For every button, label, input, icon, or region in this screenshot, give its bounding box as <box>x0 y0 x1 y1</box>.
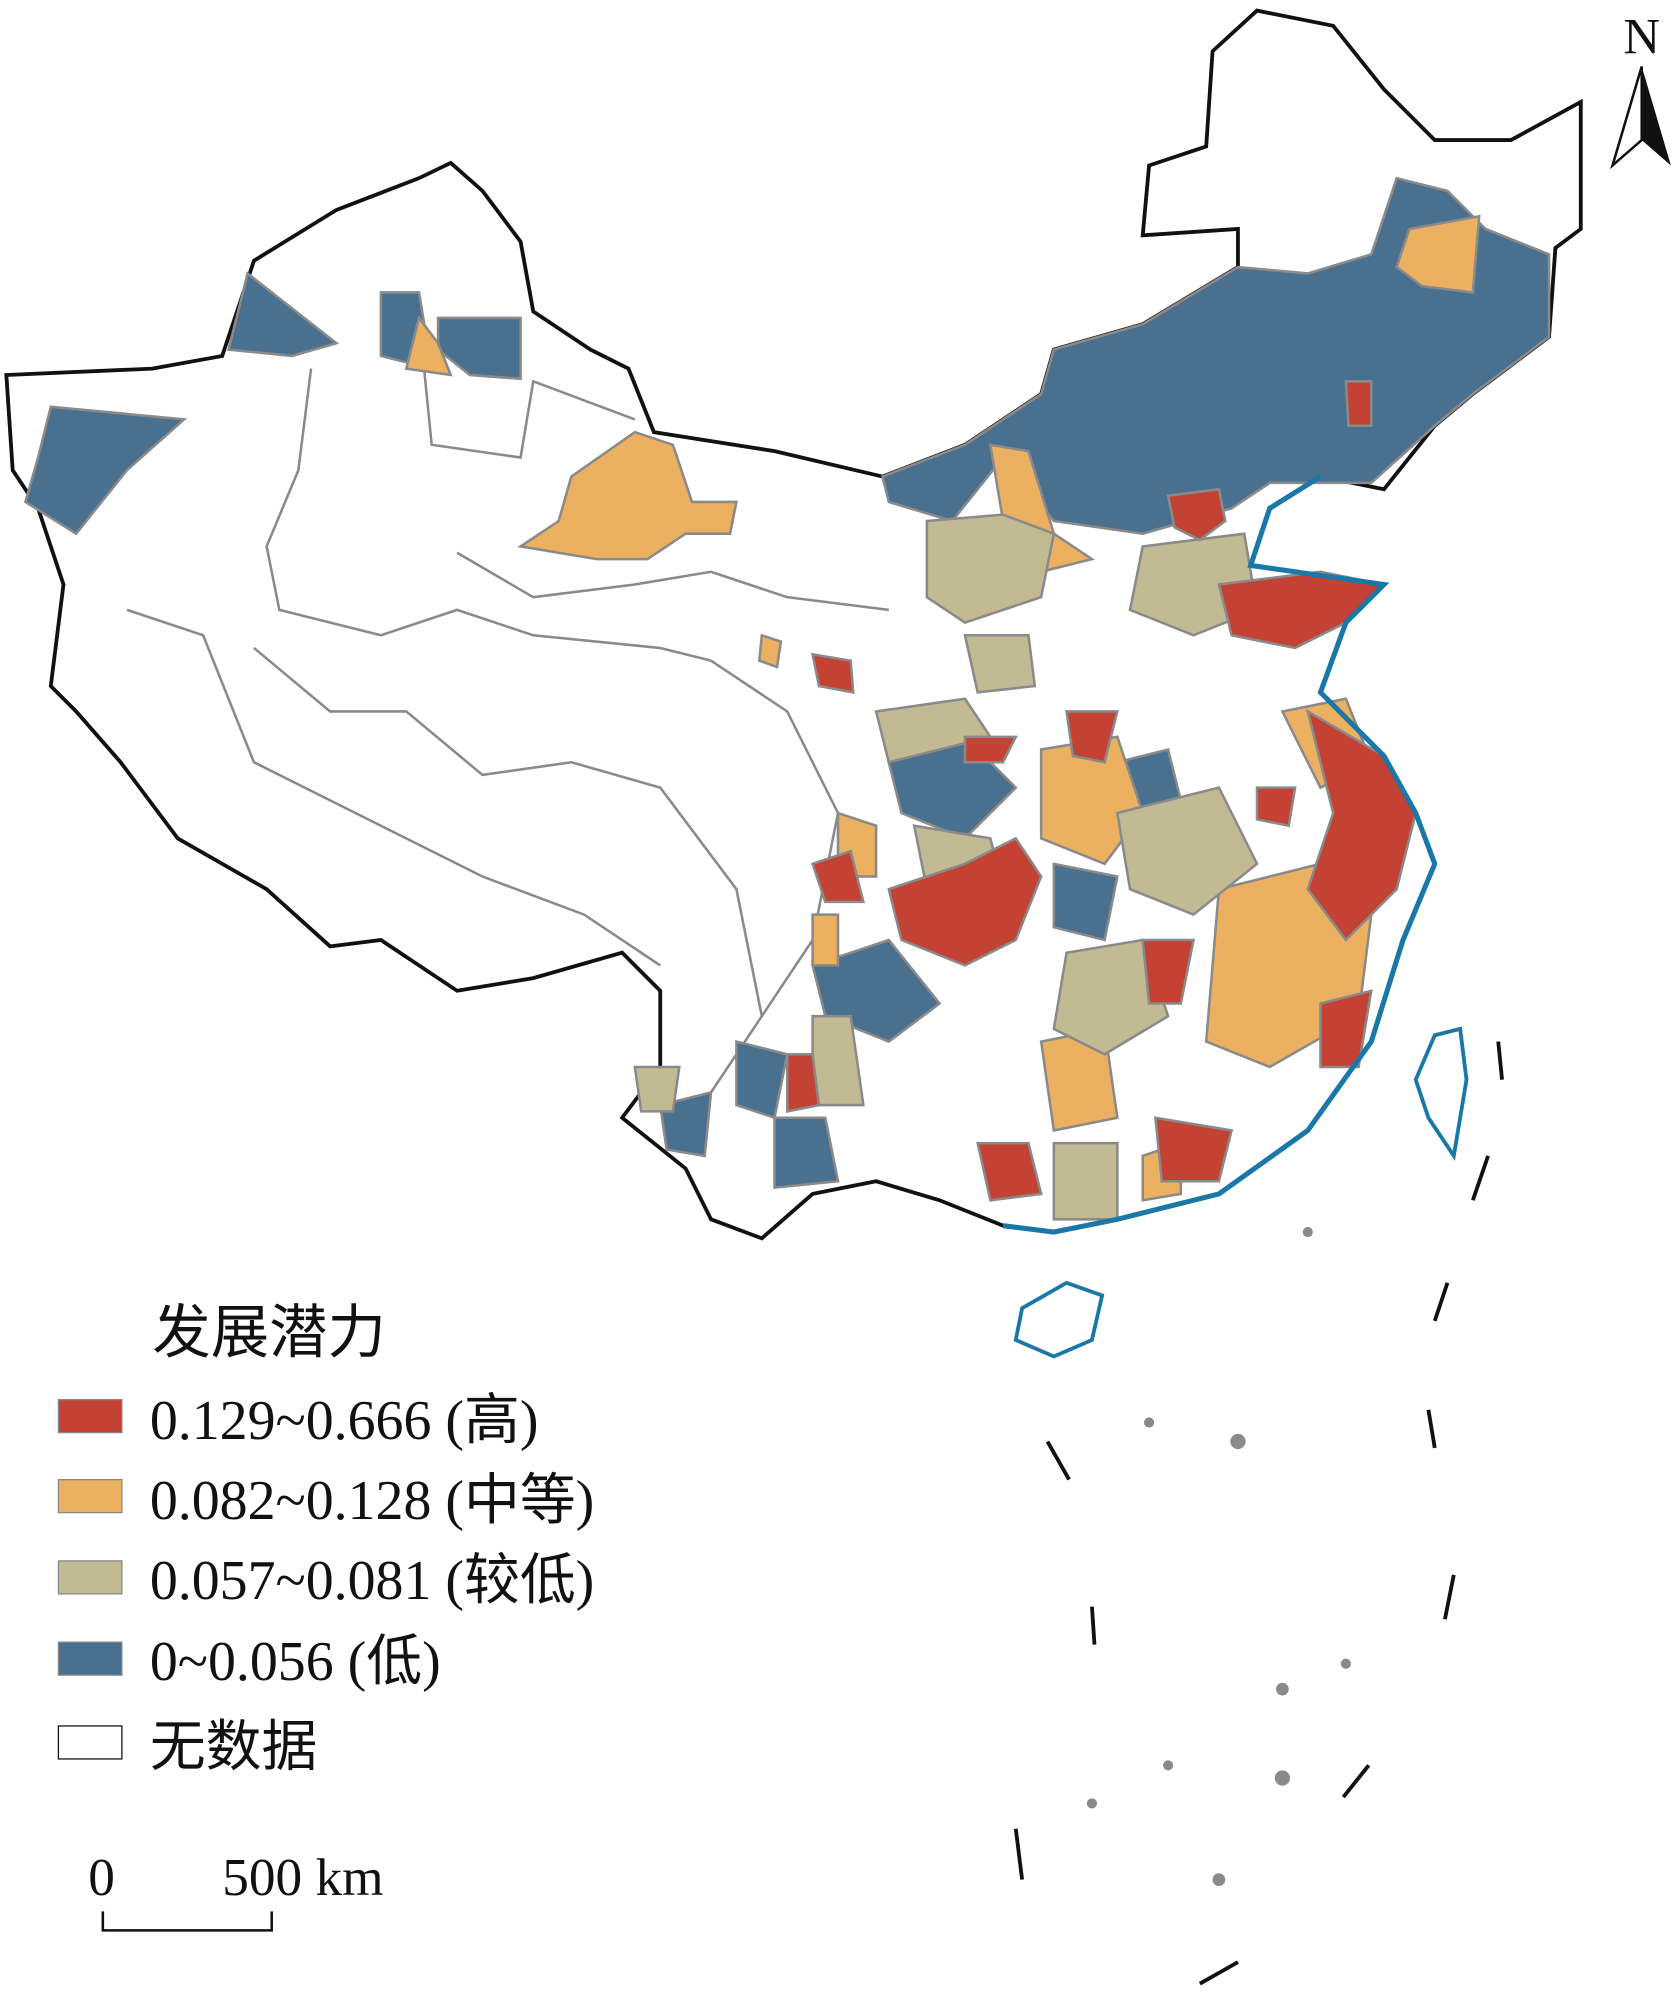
province-boundaries <box>126 317 889 1094</box>
scale-end-label: 500 km <box>222 1847 383 1907</box>
north-label: N <box>1623 9 1660 65</box>
scale-start-label: 0 <box>88 1847 115 1907</box>
legend-item-low: 0~0.056 (低) <box>57 1631 441 1693</box>
legend-item-medium: 0.082~0.128 (中等) <box>57 1470 594 1532</box>
north-arrow: N <box>1610 9 1671 170</box>
taiwan-island <box>1413 1026 1469 1161</box>
hainan-island <box>1013 1280 1105 1359</box>
legend-label: 0.057~0.081 (较低) <box>150 1550 594 1612</box>
legend-label: 0.082~0.128 (中等) <box>150 1470 594 1532</box>
islands <box>1086 1226 1351 1886</box>
legend-item-no-data: 无数据 <box>57 1716 318 1778</box>
scale-bar: 0 500 km <box>88 1847 384 1932</box>
south-china-sea-dashes <box>1013 1041 1504 1986</box>
legend-label: 无数据 <box>150 1716 318 1778</box>
legend-item-lower: 0.057~0.081 (较低) <box>57 1550 594 1612</box>
legend: 发展潜力 0.129~0.666 (高) 0.082~0.128 (中等) 0.… <box>57 1301 594 1778</box>
legend-label: 0~0.056 (低) <box>150 1631 441 1693</box>
legend-item-high: 0.129~0.666 (高) <box>57 1390 539 1452</box>
legend-title: 发展潜力 <box>152 1301 386 1366</box>
legend-label: 0.129~0.666 (高) <box>150 1390 539 1452</box>
coastline <box>1002 474 1438 1235</box>
